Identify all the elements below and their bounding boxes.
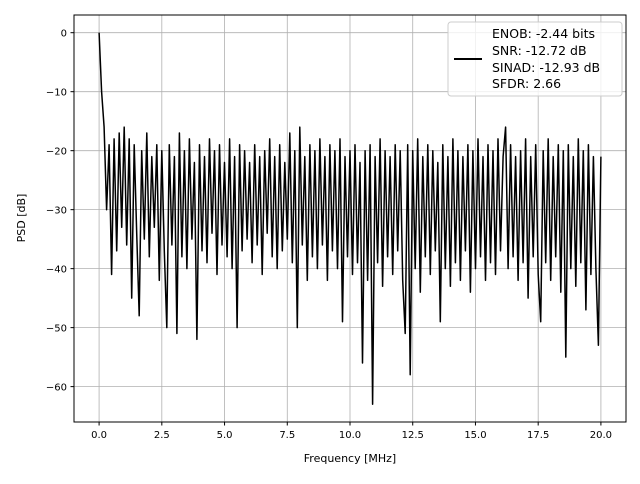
- x-tick-label: 10.0: [339, 430, 361, 441]
- x-tick-label: 20.0: [590, 430, 612, 441]
- x-tick-label: 17.5: [527, 430, 549, 441]
- legend-sfdr: SFDR: 2.66: [492, 76, 561, 91]
- y-tick-label: −60: [46, 383, 67, 394]
- x-tick-label: 15.0: [464, 430, 486, 441]
- legend-enob: ENOB: -2.44 bits: [492, 26, 595, 41]
- plot-area: [98, 32, 602, 406]
- y-tick-label: −40: [46, 265, 67, 276]
- y-axis: 0 −10 −20 −30 −40 −50 −60: [46, 29, 74, 394]
- legend-snr: SNR: -12.72 dB: [492, 43, 587, 58]
- y-tick-label: −30: [46, 206, 67, 217]
- y-tick-label: −50: [46, 324, 67, 335]
- legend-sinad: SINAD: -12.93 dB: [492, 60, 600, 75]
- legend: ENOB: -2.44 bits SNR: -12.72 dB SINAD: -…: [447, 21, 623, 97]
- y-tick-label: −10: [46, 88, 67, 99]
- y-tick-label: 0: [61, 29, 67, 40]
- legend-box: [447, 21, 623, 97]
- x-axis-label: Frequency [MHz]: [304, 452, 396, 465]
- y-axis-label: PSD [dB]: [15, 194, 28, 243]
- y-tick-label: −20: [46, 147, 67, 158]
- x-tick-label: 0.0: [91, 430, 107, 441]
- x-tick-label: 5.0: [217, 430, 233, 441]
- x-axis: 0.0 2.5 5.0 7.5 10.0 12.5 15.0 17.5 20.0: [91, 422, 612, 441]
- x-tick-label: 2.5: [154, 430, 170, 441]
- psd-series-line: [98, 32, 602, 406]
- x-tick-label: 12.5: [402, 430, 424, 441]
- x-tick-label: 7.5: [279, 430, 295, 441]
